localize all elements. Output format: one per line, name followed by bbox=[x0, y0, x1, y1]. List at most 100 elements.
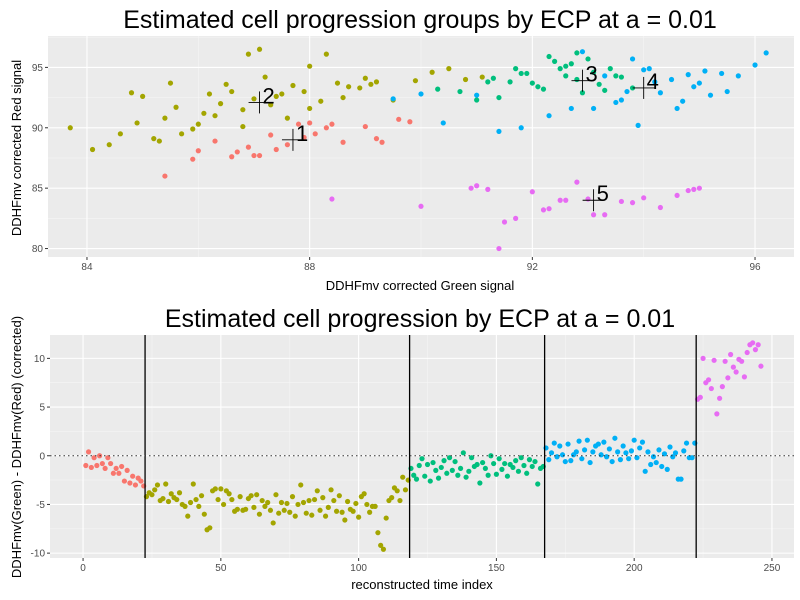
data-point-group-4 bbox=[579, 49, 586, 55]
data-point-group-5 bbox=[741, 374, 748, 380]
data-point-group-5 bbox=[711, 357, 717, 363]
data-point-group-3 bbox=[463, 474, 469, 480]
data-point-group-2 bbox=[223, 81, 229, 87]
data-point-group-1 bbox=[105, 455, 111, 461]
data-point-group-1 bbox=[88, 464, 94, 471]
data-point-group-2 bbox=[217, 101, 224, 107]
data-point-group-2 bbox=[389, 495, 395, 501]
x-tick-label: 0 bbox=[80, 563, 86, 574]
data-point-group-4 bbox=[683, 440, 690, 446]
data-point-group-2 bbox=[248, 493, 254, 499]
data-point-group-2 bbox=[328, 487, 334, 493]
data-point-group-4 bbox=[602, 73, 608, 79]
data-point-group-2 bbox=[367, 509, 373, 515]
data-point-group-2 bbox=[356, 514, 362, 520]
data-point-group-5 bbox=[529, 189, 535, 195]
x-tick-label: 200 bbox=[626, 563, 643, 574]
data-point-group-4 bbox=[418, 91, 424, 97]
data-point-group-2 bbox=[323, 51, 329, 57]
data-point-group-1 bbox=[284, 142, 290, 148]
data-point-group-1 bbox=[190, 156, 196, 162]
data-point-group-3 bbox=[568, 61, 574, 67]
data-point-group-2 bbox=[273, 93, 279, 99]
data-point-group-5 bbox=[744, 349, 750, 356]
data-point-group-5 bbox=[714, 411, 720, 417]
data-point-group-4 bbox=[696, 80, 702, 86]
chart-bottom-minor-grid bbox=[50, 335, 794, 558]
data-point-group-4 bbox=[615, 449, 621, 455]
data-point-group-4 bbox=[624, 88, 630, 95]
data-point-group-5 bbox=[468, 185, 474, 191]
data-point-group-2 bbox=[240, 123, 246, 130]
data-point-group-4 bbox=[689, 455, 695, 461]
data-point-group-2 bbox=[234, 506, 240, 512]
data-point-group-3 bbox=[435, 475, 442, 481]
data-point-group-4 bbox=[559, 452, 566, 458]
centroid-label: 4 bbox=[647, 69, 659, 94]
data-point-group-4 bbox=[620, 443, 626, 449]
data-point-group-2 bbox=[306, 497, 312, 504]
data-point-group-4 bbox=[565, 441, 571, 447]
data-point-group-5 bbox=[750, 340, 756, 346]
data-point-group-2 bbox=[165, 498, 172, 505]
data-point-group-1 bbox=[132, 482, 139, 488]
data-point-group-1 bbox=[234, 149, 240, 155]
data-point-group-2 bbox=[290, 82, 296, 89]
data-point-group-2 bbox=[218, 486, 224, 492]
data-point-group-2 bbox=[89, 146, 96, 153]
data-point-group-4 bbox=[674, 105, 680, 112]
data-point-group-3 bbox=[485, 472, 491, 478]
data-point-group-3 bbox=[480, 459, 486, 466]
data-point-group-5 bbox=[574, 179, 580, 185]
data-point-group-2 bbox=[412, 78, 419, 84]
data-point-group-5 bbox=[418, 203, 424, 209]
data-point-group-2 bbox=[201, 110, 207, 116]
data-point-group-4 bbox=[518, 125, 524, 131]
data-point-group-3 bbox=[524, 70, 530, 77]
x-tick-label: 88 bbox=[304, 262, 316, 273]
data-point-group-5 bbox=[590, 212, 597, 218]
data-point-group-3 bbox=[518, 70, 524, 77]
data-point-group-2 bbox=[336, 493, 342, 499]
data-point-group-3 bbox=[488, 453, 494, 459]
data-point-group-2 bbox=[243, 506, 249, 512]
x-tick-label: 50 bbox=[215, 563, 227, 574]
data-point-group-2 bbox=[268, 102, 274, 108]
data-point-group-3 bbox=[590, 69, 597, 75]
data-point-group-3 bbox=[607, 66, 613, 72]
data-point-group-3 bbox=[529, 80, 535, 86]
data-point-group-2 bbox=[429, 69, 435, 75]
data-point-group-3 bbox=[438, 464, 444, 471]
data-point-group-5 bbox=[697, 394, 703, 400]
data-point-group-4 bbox=[617, 457, 624, 463]
data-point-group-4 bbox=[629, 56, 636, 62]
data-point-group-1 bbox=[379, 139, 385, 145]
data-point-group-3 bbox=[574, 50, 580, 56]
data-point-group-4 bbox=[390, 96, 396, 102]
data-point-group-1 bbox=[119, 463, 125, 470]
data-point-group-3 bbox=[496, 94, 502, 101]
data-point-group-5 bbox=[685, 187, 691, 194]
data-point-group-3 bbox=[449, 467, 455, 473]
data-point-group-5 bbox=[730, 364, 736, 370]
data-point-group-2 bbox=[383, 515, 389, 521]
data-point-group-4 bbox=[664, 466, 670, 472]
data-point-group-5 bbox=[657, 204, 663, 211]
y-tick-label: 90 bbox=[32, 123, 44, 134]
data-point-group-2 bbox=[314, 488, 320, 494]
data-point-group-2 bbox=[334, 80, 341, 86]
data-point-group-3 bbox=[557, 66, 563, 72]
data-point-group-4 bbox=[606, 446, 612, 452]
data-point-group-2 bbox=[309, 512, 315, 518]
data-point-group-3 bbox=[496, 456, 502, 462]
data-point-group-2 bbox=[187, 499, 194, 506]
data-point-group-3 bbox=[535, 481, 541, 487]
data-point-group-4 bbox=[641, 67, 647, 73]
data-point-group-4 bbox=[623, 450, 629, 456]
data-point-group-2 bbox=[215, 496, 221, 503]
data-point-group-3 bbox=[490, 75, 496, 81]
data-point-group-2 bbox=[357, 85, 363, 91]
data-point-group-2 bbox=[340, 94, 346, 101]
data-point-group-3 bbox=[419, 456, 425, 462]
